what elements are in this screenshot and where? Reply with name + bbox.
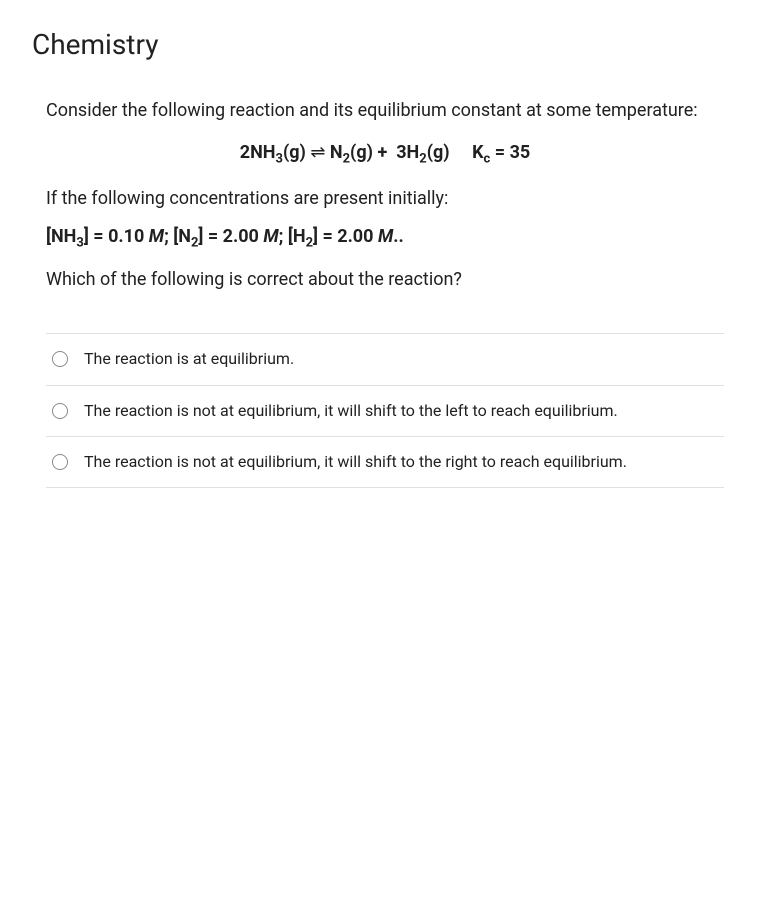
question-content: Consider the following reaction and its …	[32, 97, 738, 488]
equation-rhs-h2: 3H2(g)	[396, 142, 449, 163]
radio-icon[interactable]	[52, 454, 68, 470]
question-text: Which of the following is correct about …	[46, 266, 724, 293]
radio-icon[interactable]	[52, 403, 68, 419]
equation-kc: Kc = 35	[472, 142, 530, 163]
option-row[interactable]: The reaction is not at equilibrium, it w…	[46, 437, 724, 488]
page-title: Chemistry	[32, 28, 738, 61]
equation: 2NH3(g) ⇌ N2(g) + 3H2(g) Kc = 35	[46, 142, 724, 167]
intro-text: Consider the following reaction and its …	[46, 97, 724, 124]
conc-intro-text: If the following concentrations are pres…	[46, 185, 724, 212]
radio-icon[interactable]	[52, 351, 68, 367]
equation-lhs: 2NH3(g)	[240, 142, 306, 163]
equilibrium-arrow-icon: ⇌	[310, 142, 325, 163]
option-label: The reaction is not at equilibrium, it w…	[84, 400, 618, 422]
conc-n2: ; [N2] = 2.00 M	[164, 226, 279, 247]
option-label: The reaction is at equilibrium.	[84, 348, 294, 370]
concentrations: [NH3] = 0.10 M; [N2] = 2.00 M; [H2] = 2.…	[46, 226, 724, 251]
conc-h2: ; [H2] = 2.00 M..	[279, 226, 404, 247]
option-row[interactable]: The reaction is not at equilibrium, it w…	[46, 386, 724, 437]
equation-rhs-n2: N2(g)	[330, 142, 373, 163]
options-list: The reaction is at equilibrium. The reac…	[46, 333, 724, 488]
option-row[interactable]: The reaction is at equilibrium.	[46, 334, 724, 385]
equation-plus: +	[377, 142, 387, 163]
option-label: The reaction is not at equilibrium, it w…	[84, 451, 627, 473]
conc-nh3: [NH3] = 0.10 M	[46, 226, 164, 247]
